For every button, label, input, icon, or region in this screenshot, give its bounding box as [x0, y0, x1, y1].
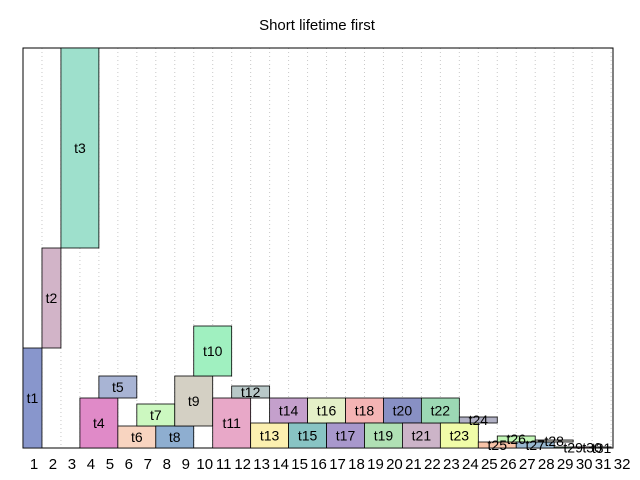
- x-tick-label: 11: [216, 456, 232, 473]
- block-label-t12: t12: [241, 384, 261, 400]
- x-tick-label: 14: [272, 456, 289, 473]
- block-t15: [288, 422, 327, 449]
- x-tick-label: 29: [557, 456, 574, 473]
- block-label-t5: t5: [112, 379, 124, 395]
- block-t14: [269, 397, 308, 424]
- x-tick-label: 28: [538, 456, 555, 473]
- x-tick-label: 7: [144, 456, 152, 473]
- x-tick-label: 8: [163, 456, 171, 473]
- block-t13: [250, 422, 289, 449]
- block-label-t27: t27: [525, 437, 545, 453]
- block-label-t26: t26: [507, 431, 527, 447]
- block-label-t31: t31: [592, 440, 612, 456]
- x-tick-label: 9: [182, 456, 190, 473]
- block-t3: [60, 47, 100, 249]
- block-t18: [345, 397, 384, 424]
- x-tick-label: 15: [291, 456, 308, 473]
- x-tick-label: 17: [329, 456, 346, 473]
- x-tick-label: 16: [310, 456, 327, 473]
- x-tick-label: 27: [519, 456, 536, 473]
- x-tick-label: 10: [196, 456, 213, 473]
- x-tick-label: 12: [234, 456, 251, 473]
- block-t21: [402, 422, 441, 449]
- block-t12: [231, 385, 271, 399]
- block-t24: [458, 416, 498, 424]
- x-tick-label: 32: [614, 456, 631, 473]
- x-tick-label: 23: [443, 456, 460, 473]
- block-label-t20: t20: [393, 403, 413, 419]
- x-tick-label: 2: [49, 456, 57, 473]
- x-tick-label: 30: [576, 456, 593, 473]
- block-label-t29: t29: [563, 440, 583, 456]
- block-label-t1: t1: [27, 390, 39, 406]
- block-t10: [193, 325, 233, 377]
- block-t16: [307, 397, 346, 424]
- x-tick-label: 6: [125, 456, 133, 473]
- block-label-t11: t11: [222, 415, 241, 431]
- block-t17: [326, 422, 365, 449]
- block-t31: [591, 446, 612, 449]
- block-label-t2: t2: [46, 290, 58, 306]
- x-tick-label: 4: [87, 456, 95, 473]
- block-t28: [534, 439, 574, 443]
- x-tick-label: 25: [481, 456, 498, 473]
- block-label-t15: t15: [298, 428, 318, 444]
- block-label-t10: t10: [203, 343, 223, 359]
- block-t2: [41, 247, 62, 349]
- block-label-t18: t18: [355, 403, 375, 419]
- block-label-t16: t16: [317, 403, 337, 419]
- x-tick-label: 21: [405, 456, 422, 473]
- x-tick-label: 26: [500, 456, 517, 473]
- block-label-t14: t14: [279, 403, 299, 419]
- x-tick-label: 3: [68, 456, 76, 473]
- block-t9: [174, 375, 214, 427]
- x-tick-label: 13: [253, 456, 270, 473]
- block-label-t25: t25: [488, 437, 508, 453]
- x-tick-label: 19: [367, 456, 384, 473]
- block-t22: [420, 397, 460, 424]
- block-label-t7: t7: [150, 407, 162, 423]
- x-tick-label: 20: [386, 456, 403, 473]
- block-label-t9: t9: [188, 393, 200, 409]
- x-tick-label: 22: [424, 456, 441, 473]
- block-label-t8: t8: [169, 429, 181, 445]
- block-label-t6: t6: [131, 429, 143, 445]
- block-label-t23: t23: [450, 428, 470, 444]
- block-label-t22: t22: [431, 403, 451, 419]
- x-tick-label: 31: [595, 456, 612, 473]
- block-label-t4: t4: [93, 415, 105, 431]
- block-t5: [98, 375, 138, 399]
- x-tick-label: 1: [30, 456, 38, 473]
- block-label-t21: t21: [412, 428, 432, 444]
- block-label-t28: t28: [544, 433, 564, 449]
- x-tick-label: 18: [348, 456, 365, 473]
- block-label-t3: t3: [74, 140, 86, 156]
- block-label-t19: t19: [374, 428, 394, 444]
- block-label-t13: t13: [260, 428, 280, 444]
- x-tick-label: 5: [106, 456, 114, 473]
- block-t1: [22, 347, 43, 449]
- chart-title: Short lifetime first: [259, 17, 376, 34]
- block-label-t17: t17: [336, 428, 356, 444]
- block-label-t30: t30: [582, 440, 602, 456]
- block-t4: [79, 397, 119, 449]
- x-tick-labels: 1 2 3 4 5 6 7 8 9 10 11 12 13 14 15 16 17 18 19 20 21 22 23 24 2…: [30, 456, 631, 473]
- x-tick-label: 24: [462, 456, 479, 473]
- block-label-t24: t24: [469, 412, 489, 428]
